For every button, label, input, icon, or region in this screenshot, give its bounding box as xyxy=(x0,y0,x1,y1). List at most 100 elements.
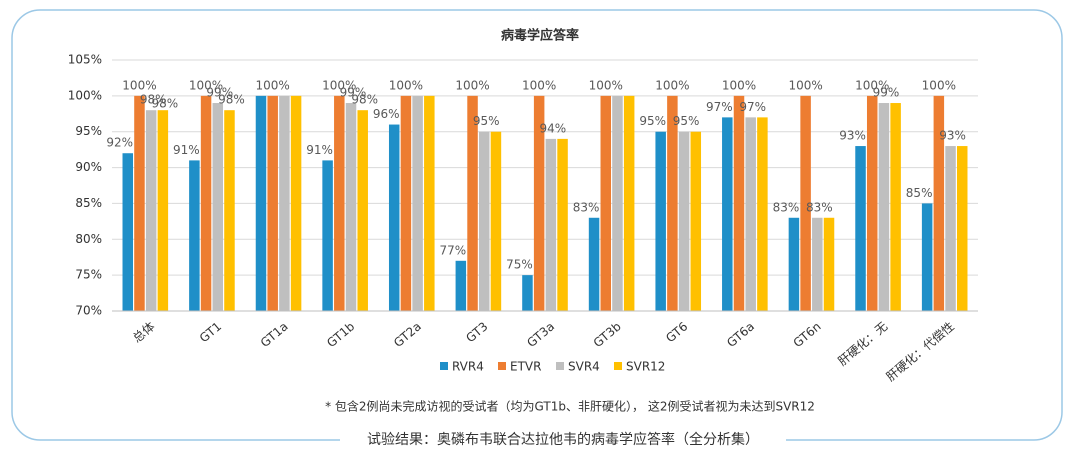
bar xyxy=(322,160,333,311)
bar xyxy=(866,95,878,311)
bar xyxy=(757,117,768,311)
value-label: 98% xyxy=(218,93,245,107)
x-tick-label: 总体 xyxy=(130,319,157,345)
legend-label: SVR12 xyxy=(626,360,665,374)
bar xyxy=(921,203,933,311)
bar xyxy=(122,153,134,311)
bar xyxy=(189,160,200,311)
x-tick-label: GT1a xyxy=(258,319,291,350)
x-tick-label: GT3b xyxy=(591,319,624,350)
x-tick-label: 肝硬化：无 xyxy=(835,319,890,368)
value-label: 75% xyxy=(506,258,533,272)
x-tick-label: GT2a xyxy=(391,319,424,350)
x-tick-label: 肝硬化：代偿性 xyxy=(883,318,957,383)
x-tick-label: GT3a xyxy=(524,319,557,350)
y-tick-label: 85% xyxy=(75,196,102,210)
bar xyxy=(412,95,423,311)
value-label: 93% xyxy=(839,129,866,143)
value-label: 92% xyxy=(106,136,133,150)
bar xyxy=(823,217,835,311)
bar xyxy=(388,124,400,312)
value-label: 94% xyxy=(540,121,567,135)
bar xyxy=(655,131,666,311)
value-label: 91% xyxy=(306,143,333,157)
caption-bg xyxy=(340,428,786,454)
bar xyxy=(722,117,733,311)
bar xyxy=(855,146,866,311)
bar xyxy=(522,275,533,311)
y-tick-label: 80% xyxy=(75,232,102,246)
value-label: 100% xyxy=(256,78,290,92)
bar xyxy=(933,95,945,311)
bar xyxy=(279,95,290,311)
bar xyxy=(290,95,302,311)
legend-swatch xyxy=(556,362,564,370)
bar xyxy=(334,95,345,311)
x-tick-label: GT6a xyxy=(724,319,757,350)
value-label: 100% xyxy=(855,78,889,92)
bar xyxy=(467,95,478,311)
chart-title: 病毒学应答率 xyxy=(501,28,579,44)
bar xyxy=(267,95,278,311)
value-label: 77% xyxy=(439,243,466,257)
value-label: 100% xyxy=(189,78,223,92)
bar xyxy=(557,138,568,311)
y-tick-label: 100% xyxy=(68,88,102,102)
bar xyxy=(134,95,145,311)
value-label: 97% xyxy=(739,100,766,114)
value-label: 99% xyxy=(206,86,233,100)
y-tick-label: 70% xyxy=(75,304,102,318)
bar xyxy=(612,95,623,311)
value-label: 100% xyxy=(322,78,356,92)
bar xyxy=(490,131,502,311)
value-label: 100% xyxy=(589,78,623,92)
value-label: 98% xyxy=(351,93,378,107)
value-label: 99% xyxy=(873,86,900,100)
value-label: 100% xyxy=(389,78,423,92)
y-tick-label: 95% xyxy=(75,124,102,138)
bar xyxy=(455,260,467,311)
x-tick-label: GT6 xyxy=(663,319,690,345)
legend-swatch xyxy=(440,362,448,370)
bar xyxy=(400,95,412,311)
x-tick-label: GT1 xyxy=(197,319,224,345)
bar xyxy=(690,131,702,311)
legend-label: ETVR xyxy=(510,360,541,374)
bar xyxy=(733,95,745,311)
value-label: 93% xyxy=(939,129,966,143)
x-tick-label: GT3 xyxy=(463,319,490,345)
y-tick-label: 90% xyxy=(75,160,102,174)
footnote: * 包含2例尚未完成访视的受试者（均为GT1b、非肝硬化）， 这2例受试者视为未… xyxy=(325,399,815,414)
bar xyxy=(890,103,901,312)
bar xyxy=(623,95,635,311)
bar xyxy=(667,95,678,311)
bar xyxy=(945,146,956,311)
value-label: 83% xyxy=(773,200,800,214)
value-label: 100% xyxy=(522,78,556,92)
bar xyxy=(545,138,557,311)
x-tick-label: GT1b xyxy=(324,319,357,350)
value-label: 100% xyxy=(455,78,489,92)
bar xyxy=(224,110,235,311)
bar xyxy=(600,95,612,311)
legend-swatch xyxy=(498,362,506,370)
value-label: 83% xyxy=(573,200,600,214)
legend-swatch xyxy=(614,362,622,370)
bar xyxy=(745,117,756,311)
value-label: 100% xyxy=(722,78,756,92)
value-label: 95% xyxy=(673,114,700,128)
bar xyxy=(533,95,545,311)
bar xyxy=(424,95,435,311)
bar xyxy=(800,95,811,311)
bar xyxy=(157,110,169,311)
value-label: 97% xyxy=(706,100,733,114)
value-label: 98% xyxy=(140,93,167,107)
bar xyxy=(200,95,212,311)
value-label: 85% xyxy=(906,186,933,200)
value-label: 100% xyxy=(788,78,822,92)
value-label: 96% xyxy=(373,107,400,121)
value-label: 99% xyxy=(340,86,367,100)
x-tick-label: GT6n xyxy=(791,319,824,350)
value-label: 95% xyxy=(473,114,500,128)
